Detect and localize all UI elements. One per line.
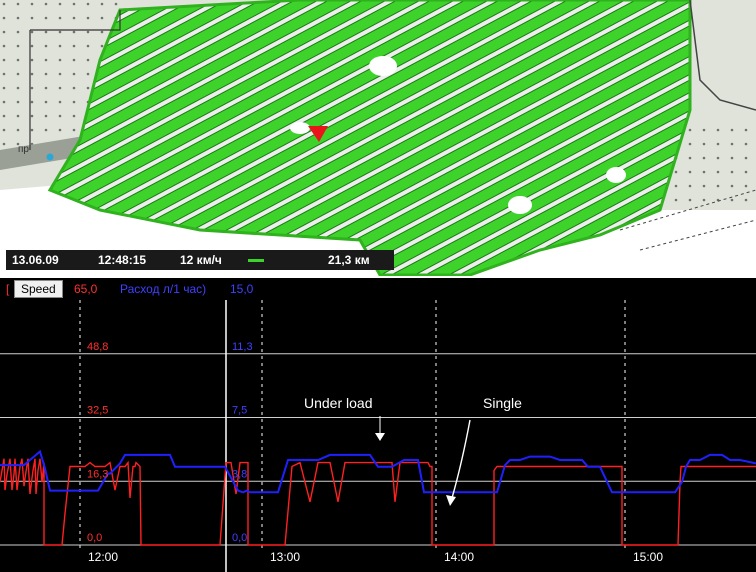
arrow-single-head [446,495,456,506]
series-flow-line [0,449,756,494]
flow-tick-label: 11,3 [232,341,253,353]
road-right-dotted [639,219,756,251]
flow-tick-label: 3,8 [232,468,247,480]
vehicle-marker-icon [308,126,328,142]
legend-speed-value: 65,0 [74,282,98,296]
poi-icon [46,153,54,161]
flow-tick-label: 7,5 [232,405,247,417]
legend-flow-label: Расход л/1 час) [120,282,207,296]
legend-bracket: [ [6,282,10,296]
annotation-single: Single [483,395,522,411]
speed-tick-label: 16,3 [87,468,108,480]
speed-tick-label: 0,0 [87,532,102,544]
legend-speed-button[interactable]: Speed [14,280,63,298]
arrow-under-load-head [375,433,385,441]
status-time: 12:48:15 [98,253,147,267]
status-distance: 21,3 км [328,253,370,267]
x-tick-label: 15:00 [633,550,663,564]
signpost-label: пр [18,144,29,155]
speed-tick-label: 48,8 [87,341,108,353]
graph-legend: [ Speed 65,0 Расход л/1 час) 15,0 [0,278,756,300]
series-speed-line [0,458,756,546]
map-canvas[interactable]: пр [0,0,756,276]
flow-tick-label: 0,0 [232,532,247,544]
legend-flow-value: 15,0 [230,282,254,296]
graph-plot[interactable]: 0,0 16,3 32,5 48,8 0,0 3,8 7,5 11,3 12:00 13:00 14… [0,278,756,572]
map-view[interactable]: пр 13.06.09 12:48:15 12 км/ч 21,3 км [0,0,756,276]
speed-tick-label: 32,5 [87,405,108,417]
field-hole [290,122,310,134]
field-hole [606,167,626,183]
x-tick-label: 12:00 [88,550,118,564]
telemetry-graph[interactable]: [ Speed 65,0 Расход л/1 час) 15,0 0,0 16,… [0,278,756,572]
field-boundary-line [29,10,121,150]
status-speed: 12 км/ч [180,253,222,267]
speed-indicator-icon [248,259,264,262]
road-right [689,0,756,111]
map-status-bar: 13.06.09 12:48:15 12 км/ч 21,3 км [6,250,394,270]
annotation-under-load: Under load [304,395,373,411]
field-hole [508,196,532,214]
field-hole [369,56,397,76]
arrow-single-shaft [451,419,471,499]
x-tick-label: 14:00 [444,550,474,564]
status-date: 13.06.09 [12,253,59,267]
x-tick-label: 13:00 [270,550,300,564]
